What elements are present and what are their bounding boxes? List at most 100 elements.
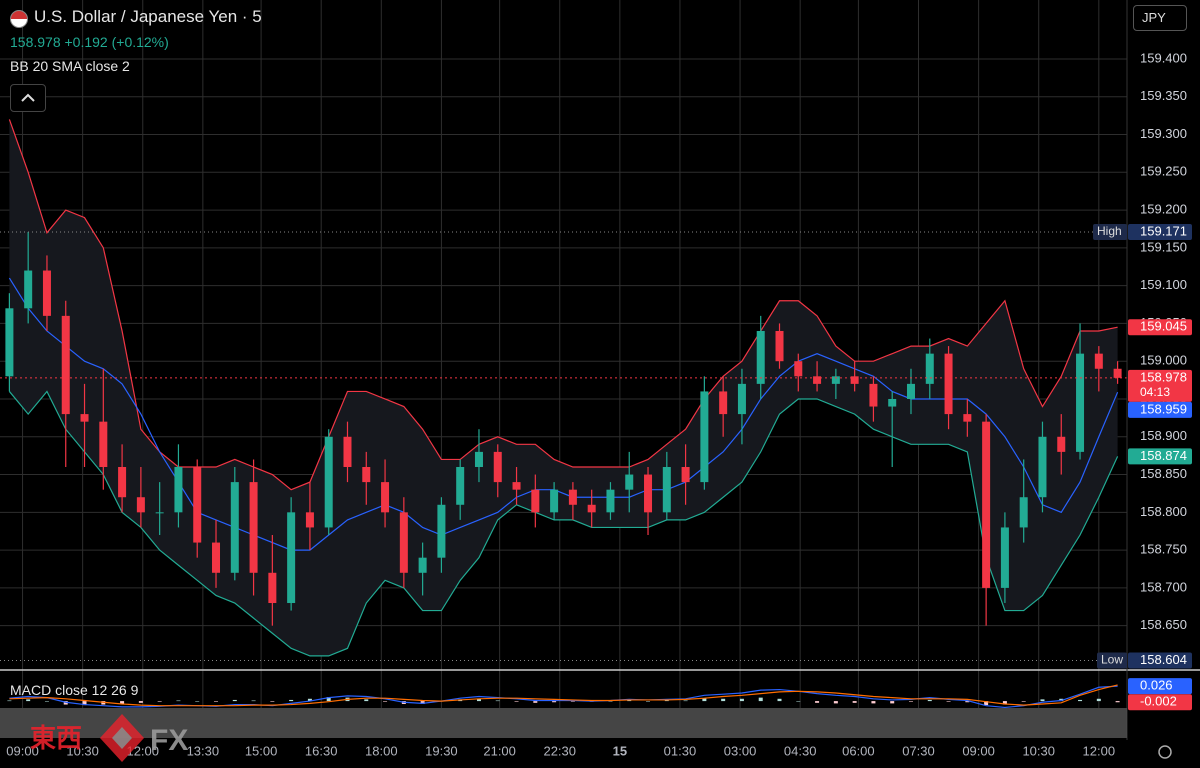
collapse-button[interactable] (10, 84, 46, 112)
low-label: Low (1101, 653, 1123, 667)
candle-body (794, 361, 803, 377)
candle-body (587, 504, 596, 513)
settings-icon[interactable] (1158, 745, 1172, 759)
candle-body (399, 512, 408, 573)
price-change: +0.192 (+0.12%) (64, 34, 169, 50)
candle-body (381, 482, 390, 513)
macd-label[interactable]: MACD close 12 26 9 (10, 682, 139, 698)
macd-histogram-bar (570, 701, 575, 702)
candle-body (1076, 353, 1085, 452)
macd-histogram-bar (7, 700, 12, 702)
price-tag: 158.978 (1140, 369, 1187, 384)
y-tick-label: 159.100 (1140, 277, 1187, 292)
chevron-icon (21, 93, 35, 102)
candle-body (362, 466, 371, 483)
macd-tag-bg (1128, 678, 1192, 695)
macd-histogram-bar (364, 699, 369, 702)
basis-band-tag: 158.959 (1140, 401, 1187, 416)
candle-body (155, 512, 164, 514)
macd-histogram-bar (946, 701, 951, 702)
macd-histogram-bar (1096, 698, 1101, 702)
x-tick-label: 01:30 (664, 743, 697, 758)
histogram-tag: -0.002 (1140, 694, 1177, 709)
y-tick-label: 159.350 (1140, 88, 1187, 103)
candle-body (230, 482, 239, 573)
macd-histogram-bar (533, 701, 538, 703)
macd-histogram-bar (176, 700, 181, 702)
y-tick-label: 158.850 (1140, 466, 1187, 481)
macd-histogram-bar (120, 701, 125, 704)
x-tick-label: 10:30 (66, 743, 99, 758)
macd-histogram-bar (514, 701, 519, 702)
x-tick-label: 15:00 (245, 743, 278, 758)
candle-body (531, 489, 540, 513)
candle-body (644, 474, 653, 513)
macd-histogram-bar (82, 701, 87, 706)
macd-histogram-bar (664, 700, 669, 702)
macd-histogram-bar (777, 698, 782, 702)
macd-histogram-bar (927, 699, 932, 702)
macd-histogram-bar (138, 701, 143, 703)
macd-histogram-bar (796, 701, 801, 702)
candle-body (174, 466, 183, 513)
candle-body (1094, 353, 1103, 369)
candle-body (118, 466, 127, 498)
high-value: 159.171 (1140, 223, 1187, 238)
y-tick-label: 158.750 (1140, 542, 1187, 557)
candle-body (775, 330, 784, 362)
macd-histogram-bar (758, 697, 763, 702)
candle-body (869, 383, 878, 407)
currency-button[interactable]: JPY (1133, 5, 1187, 31)
macd-histogram-bar (552, 701, 557, 703)
upper-band-tag: 159.045 (1140, 319, 1187, 334)
macd-histogram-bar (195, 701, 200, 702)
macd-histogram-bar (833, 701, 838, 704)
x-tick-label: 03:00 (724, 743, 757, 758)
symbol-title[interactable]: U.S. Dollar / Japanese Yen · 5 (34, 7, 262, 26)
macd-histogram-bar (721, 698, 726, 702)
candle-body (550, 489, 559, 513)
y-tick-label: 159.300 (1140, 126, 1187, 141)
x-tick-label: 15 (613, 743, 627, 758)
price-tag-bg (1128, 369, 1192, 402)
candle-body (193, 466, 202, 543)
macd-histogram-bar (326, 697, 331, 702)
candle-body (906, 383, 915, 399)
candle-body (813, 376, 822, 384)
basis-band-tag-bg (1128, 401, 1192, 418)
macd-histogram-bar (1040, 699, 1045, 702)
x-tick-label: 22:30 (543, 743, 576, 758)
x-tick-label: 13:30 (187, 743, 220, 758)
macd-histogram-bar (420, 701, 425, 704)
macd-histogram-bar (157, 701, 162, 702)
low-value-bg (1128, 652, 1192, 669)
indicator-label[interactable]: BB 20 SMA close 2 (10, 58, 130, 74)
candle-body (437, 504, 446, 558)
candle-body (625, 474, 634, 490)
macd-histogram-bar (476, 698, 481, 702)
macd-histogram-bar (627, 700, 632, 702)
macd-histogram-bar (1078, 699, 1083, 702)
high-label: High (1097, 224, 1122, 238)
candle-body (982, 421, 991, 588)
macd-histogram-bar (871, 701, 876, 704)
candle-body (99, 421, 108, 467)
macd-histogram-bar (270, 701, 275, 702)
macd-histogram-bar (890, 701, 895, 704)
candle-body (1019, 497, 1028, 528)
candle-body (324, 436, 333, 528)
y-tick-label: 159.000 (1140, 353, 1187, 368)
candle-body (305, 512, 314, 528)
macd-tag: 0.026 (1140, 678, 1173, 693)
candle-body (850, 376, 859, 384)
lower-band-tag: 158.874 (1140, 448, 1187, 463)
y-tick-label: 159.150 (1140, 239, 1187, 254)
candle-body (493, 451, 502, 483)
y-tick-label: 158.900 (1140, 428, 1187, 443)
macd-histogram-bar (289, 699, 294, 702)
macd-histogram-bar (815, 701, 820, 703)
x-tick-label: 07:30 (902, 743, 935, 758)
watermark-right: FX (150, 724, 188, 757)
macd-histogram-bar (214, 701, 219, 702)
